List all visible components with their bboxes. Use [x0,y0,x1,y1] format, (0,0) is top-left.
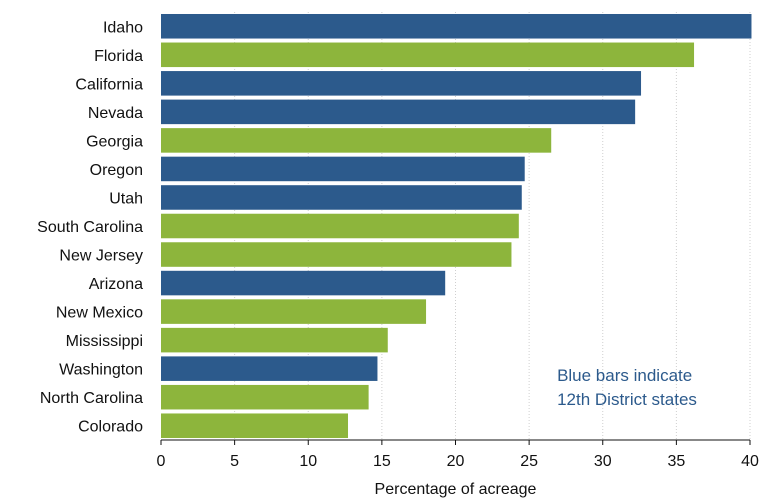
bar [161,356,378,381]
x-tick-label: 30 [594,453,612,470]
x-tick-labels: 0 5 10 15 20 25 30 35 40 [157,453,759,470]
x-tick-label: 15 [373,453,391,470]
x-axis-title: Percentage of acreage [375,481,537,498]
bar [161,213,519,239]
category-label: California [75,76,143,93]
category-label: Idaho [103,19,143,36]
x-tick-label: 20 [447,453,465,470]
category-label: Nevada [88,105,143,122]
bar [161,299,427,324]
bar [161,327,388,353]
bar [161,42,695,68]
bar [161,242,512,267]
x-tick-label: 40 [741,453,759,470]
x-tick-label: 5 [230,453,239,470]
category-label: Oregon [90,162,143,179]
category-label: South Carolina [37,219,143,236]
category-label: New Jersey [59,248,143,265]
bar [161,413,349,439]
legend-annotation-line-1: Blue bars indicate [557,366,692,385]
bar [161,99,636,125]
category-label: Arizona [89,276,143,293]
x-tick-label: 35 [667,453,685,470]
category-label: New Mexico [56,305,143,322]
gridlines [160,12,751,445]
legend-annotation-line-2: 12th District states [557,390,697,409]
category-label: Utah [109,190,143,207]
category-label: North Carolina [40,390,143,407]
bar [161,128,552,153]
x-tick-label: 25 [520,453,538,470]
bar [161,13,752,39]
category-labels: Idaho Florida California Nevada Georgia Orego… [37,19,143,435]
x-tick-label: 10 [299,453,317,470]
category-label: Florida [94,48,143,65]
category-label: Mississippi [66,333,143,350]
bar [161,185,522,210]
bar [161,156,525,182]
bars [161,13,752,439]
bar [161,71,642,96]
category-label: Washington [59,362,143,379]
x-tick-label: 0 [157,453,166,470]
category-label: Georgia [86,133,143,150]
category-label: Colorado [78,419,143,436]
bar [161,270,446,296]
bar [161,384,369,410]
legend-annotation: Blue bars indicate 12th District states [557,366,697,409]
